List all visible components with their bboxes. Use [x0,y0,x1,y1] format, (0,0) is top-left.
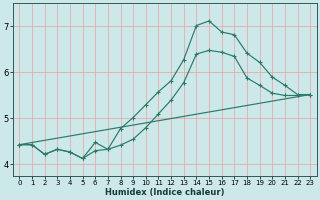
X-axis label: Humidex (Indice chaleur): Humidex (Indice chaleur) [105,188,225,197]
